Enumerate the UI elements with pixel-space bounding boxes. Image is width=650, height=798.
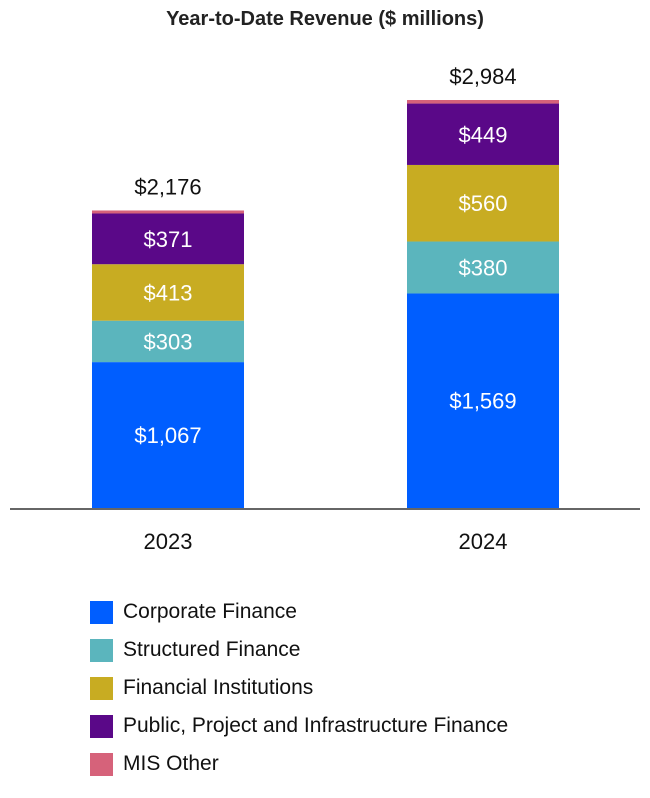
bar-segment [92,320,244,363]
legend-item: MIS Other [90,745,508,783]
legend-item: Structured Finance [90,631,508,669]
x-tick-label: 2023 [144,529,193,554]
chart-title: Year-to-Date Revenue ($ millions) [166,8,484,30]
stacked-bar-chart: $1,067 $303 $413 $371 $2,176 2023 $1,569 $380 $5… [10,64,640,554]
bar-segment [92,213,244,265]
total-label: $2,176 [134,174,201,199]
x-tick-label: 2024 [459,529,508,554]
bar-segment [92,210,244,214]
bar-segment [407,241,559,294]
legend-swatch [90,676,113,700]
legend-item: Financial Institutions [90,669,508,707]
data-label: $371 [144,227,193,252]
legend-item: Corporate Finance [90,593,508,631]
total-label: $2,984 [449,64,516,89]
data-label: $560 [459,191,508,216]
data-label: $413 [144,280,193,305]
legend-label: Financial Institutions [123,676,314,699]
legend-label: Structured Finance [123,638,301,661]
bar-segment [92,362,244,508]
data-label: $1,569 [449,389,516,414]
legend-item: Public, Project and Infrastructure Finan… [90,707,508,745]
legend-swatch [90,714,113,738]
legend-label: Corporate Finance [123,600,297,623]
bar-segment [407,103,559,165]
bar-segment [407,164,559,242]
legend-label: Public, Project and Infrastructure Finan… [123,714,509,737]
legend-swatch [90,752,113,776]
legend-swatch [90,638,113,662]
data-label: $303 [144,329,193,354]
bar-segment [407,100,559,104]
legend-swatch [90,600,113,624]
bar-segment [407,293,559,508]
legend-label: MIS Other [123,752,219,775]
legend: Corporate Finance Structured Finance Finan… [90,593,508,783]
data-label: $449 [459,122,508,147]
data-label: $380 [459,255,508,280]
data-label: $1,067 [134,423,201,448]
bar-segment [92,264,244,321]
